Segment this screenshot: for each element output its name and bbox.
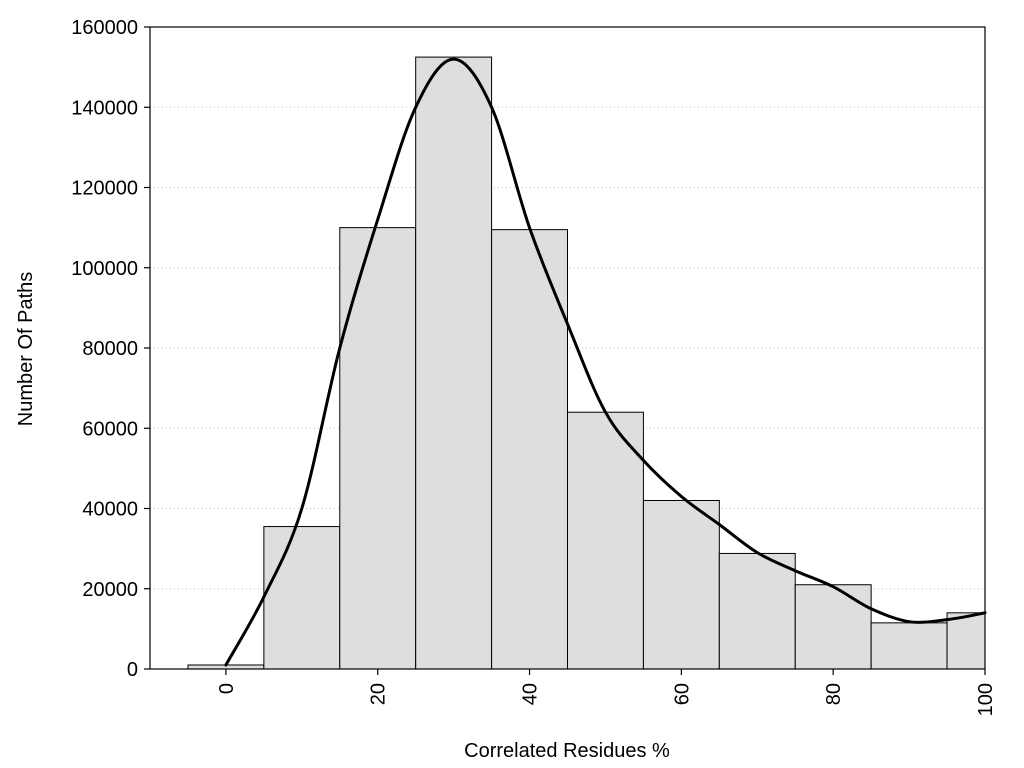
density-curve [224,57,987,667]
histogram-bar-5 [567,411,644,670]
y-tick-label-2: 40000 [82,499,138,521]
x-tick-label-5: 100 [975,683,997,716]
x-tick-label-2: 40 [520,683,542,705]
y-tick-label-6: 120000 [71,178,138,200]
histogram-bar-8 [794,584,872,670]
histogram-bar-6 [642,499,720,670]
x-axis-ticks: 0 20 40 60 80 100 [216,669,997,716]
histogram-bar-2 [339,227,417,670]
histogram-bar-7 [718,552,796,670]
x-tick-label-3: 60 [671,683,693,705]
y-tick-label-8: 160000 [71,17,138,39]
x-axis-title: Correlated Residues % [464,740,670,762]
x-tick-label-4: 80 [823,683,845,705]
y-axis-title: Number Of Paths [15,272,37,427]
histogram-bar-10 [946,612,986,670]
y-tick-label-5: 100000 [71,258,138,280]
y-tick-label-0: 0 [127,659,138,681]
histogram-bar-3 [415,56,493,670]
y-tick-label-3: 60000 [82,418,138,440]
histogram-bar-1 [263,526,341,670]
x-tick-label-0: 0 [216,683,238,694]
histogram-bars [187,56,986,670]
y-tick-label-4: 80000 [82,338,138,360]
y-axis-ticks: 0 20000 40000 60000 80000 100000 120000 140000 1… [71,17,150,681]
y-tick-label-7: 140000 [71,97,138,119]
histogram-bar-9 [870,622,948,670]
y-tick-label-1: 20000 [82,579,138,601]
density-curve-layer [224,57,987,667]
x-tick-label-1: 20 [368,683,390,705]
